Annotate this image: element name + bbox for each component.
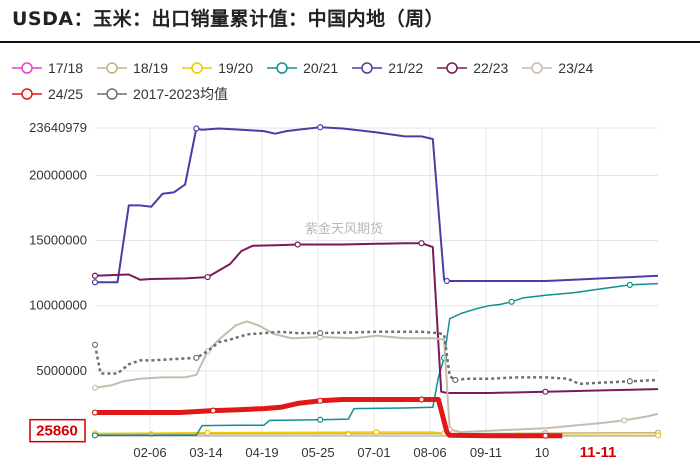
title-divider <box>0 41 700 43</box>
series-line-24/25 <box>95 397 563 439</box>
legend-row: 24/25 2017-2023均值 <box>12 81 692 107</box>
series-point <box>193 354 200 361</box>
series-point <box>294 241 301 248</box>
series-point <box>91 279 99 286</box>
series-point <box>317 416 324 423</box>
x-tick-label: 05-25 <box>301 445 334 460</box>
legend-item-0[interactable]: 17/18 <box>12 60 83 76</box>
legend-item-2[interactable]: 19/20 <box>182 60 253 76</box>
series-point <box>418 396 425 403</box>
series-point <box>654 432 662 439</box>
series-line-22/23 <box>94 242 659 394</box>
series-group <box>91 124 662 439</box>
highlight-y-box <box>29 418 86 443</box>
y-tick-label: 5000000 <box>36 363 87 378</box>
series-point <box>452 376 459 384</box>
series-point <box>373 428 380 436</box>
series-point <box>418 240 425 247</box>
series-point <box>91 409 99 416</box>
y-tick-label: 20000000 <box>29 167 87 182</box>
legend-label: 17/18 <box>48 60 84 76</box>
legend-label: 21/22 <box>388 60 424 76</box>
legend-swatch-icon <box>12 88 42 100</box>
legend-swatch-icon <box>352 62 383 74</box>
series-line-23/24 <box>94 320 659 434</box>
legend-item-5[interactable]: 22/23 <box>437 60 508 76</box>
series-point <box>542 432 549 439</box>
x-tick-label: 03-14 <box>189 445 222 460</box>
x-tick-label: 04-19 <box>245 445 278 460</box>
legend-label: 20/21 <box>303 60 339 76</box>
series-point <box>317 329 324 337</box>
x-tick-label-highlight: 11-11 <box>580 444 617 461</box>
legend-row: 17/18 18/19 19/20 20/21 21/22 22/23 23/24 <box>12 55 692 81</box>
legend-item-6[interactable]: 23/24 <box>522 60 593 76</box>
legend: 17/18 18/19 19/20 20/21 21/22 22/23 23/24 24/2… <box>12 55 692 107</box>
legend-label: 24/25 <box>48 86 84 102</box>
legend-swatch-icon <box>522 62 553 74</box>
series-point <box>91 384 99 391</box>
highlight-labels: 25860 <box>29 418 86 443</box>
legend-label: 22/23 <box>473 60 509 76</box>
y-axis-ticks: 5000000 10000000 15000000 20000000 23640979 <box>29 120 87 378</box>
series-point <box>91 272 99 279</box>
x-tick-label: 10 <box>535 445 549 460</box>
legend-swatch-icon <box>437 62 468 74</box>
series-point <box>317 397 324 404</box>
x-tick-label: 02-06 <box>133 445 166 460</box>
legend-label: 2017-2023均值 <box>133 86 228 102</box>
series-line-18/19 <box>94 431 659 436</box>
legend-swatch-icon <box>267 62 298 74</box>
y-tick-label: 10000000 <box>29 298 87 313</box>
chart-title: USDA：玉米：出口销量累计值：中国内地（周） <box>12 8 445 30</box>
legend-swatch-icon <box>182 62 213 74</box>
series-point <box>542 388 549 395</box>
y-tick-label: 15000000 <box>29 233 87 248</box>
series-point <box>204 429 211 436</box>
series-point <box>204 273 211 281</box>
watermark: 紫金天风期货 <box>305 221 383 236</box>
series-point <box>193 125 200 132</box>
series-line-2017-2023均值 <box>93 330 659 386</box>
legend-label: 18/19 <box>133 60 169 76</box>
series-point <box>626 378 633 385</box>
series-point <box>91 341 99 348</box>
series-point <box>210 407 217 414</box>
series-line-20/21 <box>95 282 659 437</box>
legend-label: 23/24 <box>558 60 594 76</box>
series-point <box>626 281 633 288</box>
legend-swatch-icon <box>97 62 128 74</box>
legend-item-7[interactable]: 24/25 <box>12 86 83 102</box>
series-point <box>508 298 515 305</box>
series-point <box>443 277 450 285</box>
legend-item-3[interactable]: 20/21 <box>267 60 338 76</box>
legend-swatch-icon <box>12 62 42 74</box>
legend-label: 19/20 <box>218 60 254 76</box>
legend-item-8[interactable]: 2017-2023均值 <box>97 84 228 104</box>
grid <box>95 127 658 437</box>
x-axis-ticks: 02-06 03-14 04-19 05-25 07-01 08-06 09-11 10 11-… <box>133 444 616 461</box>
legend-item-1[interactable]: 18/19 <box>97 60 168 76</box>
series-point <box>621 417 628 424</box>
legend-swatch-icon <box>97 88 128 100</box>
y-tick-label: 23640979 <box>29 120 87 135</box>
series-point <box>317 124 324 131</box>
legend-item-4[interactable]: 21/22 <box>352 60 423 76</box>
series-line-21/22 <box>95 126 659 284</box>
x-tick-label: 09-11 <box>470 445 502 460</box>
x-tick-label: 08-06 <box>413 445 446 460</box>
series-point <box>91 432 99 439</box>
x-tick-label: 07-01 <box>357 445 390 460</box>
highlight-y-label: 25860 <box>36 423 78 440</box>
